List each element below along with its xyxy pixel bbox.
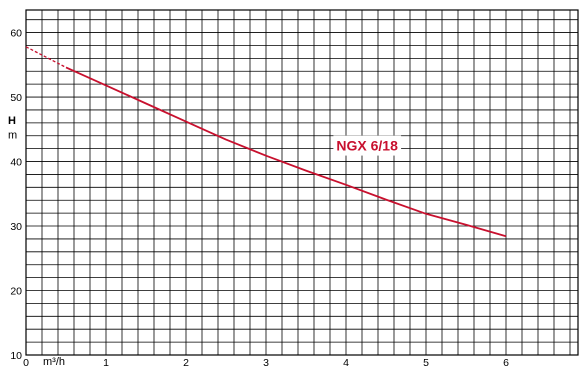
- grid: [25, 9, 579, 356]
- x-axis-label: m³/h: [43, 356, 65, 367]
- y-tick-label: 30: [10, 221, 22, 233]
- series-label: NGX 6/18: [336, 138, 398, 154]
- x-tick-label: 4: [343, 357, 349, 367]
- y-tick-label: 50: [10, 92, 22, 104]
- y-tick-label: 60: [10, 28, 22, 40]
- y-tick-label: 10: [10, 350, 22, 362]
- y-axis-label: H: [8, 115, 16, 127]
- curve-layer: [25, 46, 507, 238]
- x-tick-label: 6: [503, 357, 509, 367]
- tick-labels: 10 20 30 40 50 60 0 1 2 3 4 5 6: [10, 28, 509, 367]
- x-tick-label: 2: [183, 357, 189, 367]
- x-tick-label: 5: [423, 357, 429, 367]
- curve-extrapolated-segment: [25, 46, 67, 68]
- x-tick-label: 1: [103, 357, 109, 367]
- plot-border: [25, 9, 579, 356]
- curve-ngx-6-18: [65, 66, 507, 238]
- y-tick-label: 40: [10, 157, 22, 169]
- y-axis-unit: m: [8, 129, 17, 141]
- series-label-background: [333, 135, 402, 156]
- x-tick-label: 3: [263, 357, 269, 367]
- y-tick-label: 20: [10, 286, 22, 298]
- x-tick-label: 0: [23, 357, 29, 367]
